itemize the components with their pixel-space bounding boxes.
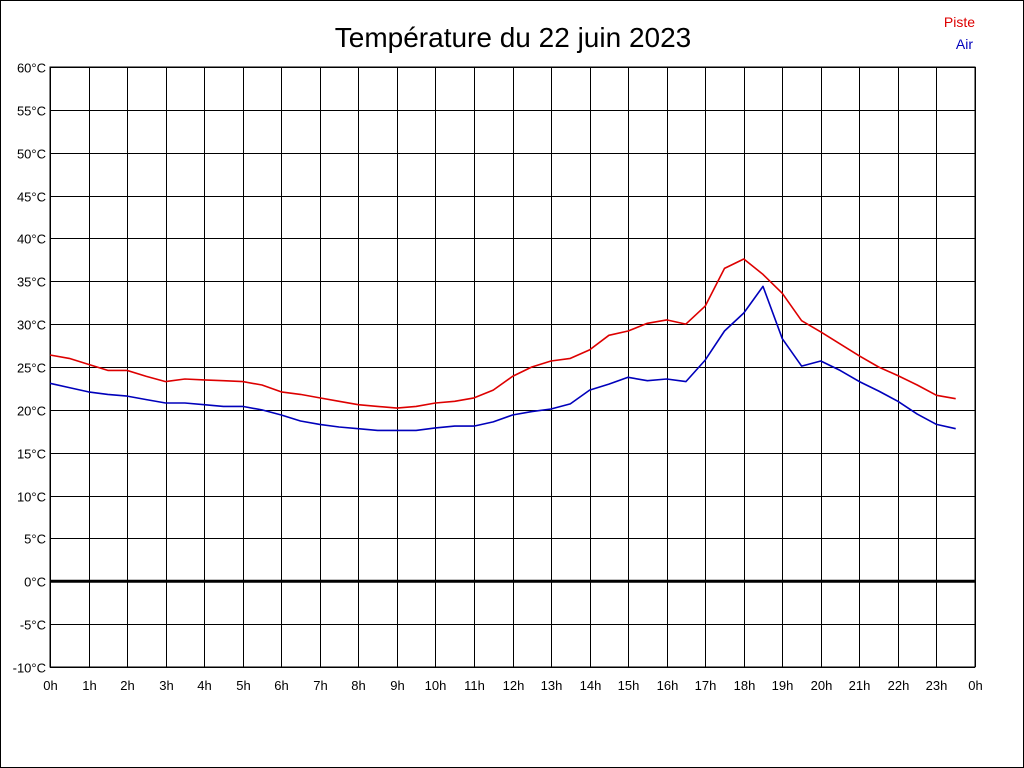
y-tick-label: -5°C bbox=[20, 618, 46, 633]
y-tick-label: 20°C bbox=[17, 404, 46, 419]
x-tick-label: 0h bbox=[968, 678, 982, 693]
x-tick-label: 23h bbox=[926, 678, 948, 693]
x-tick-label: 17h bbox=[695, 678, 717, 693]
y-tick-label: 35°C bbox=[17, 275, 46, 290]
y-tick-label: 25°C bbox=[17, 361, 46, 376]
y-tick-label: 50°C bbox=[17, 147, 46, 162]
legend-piste: Piste bbox=[944, 14, 975, 30]
x-tick-label: 1h bbox=[82, 678, 96, 693]
y-tick-label: 5°C bbox=[24, 532, 46, 547]
y-tick-label: 40°C bbox=[17, 232, 46, 247]
x-tick-label: 22h bbox=[888, 678, 910, 693]
series-line-air bbox=[49, 285, 956, 432]
y-tick-label: 0°C bbox=[24, 575, 46, 590]
y-tick-label: 55°C bbox=[17, 104, 46, 119]
x-tick-label: 3h bbox=[159, 678, 173, 693]
y-tick-label: 60°C bbox=[17, 61, 46, 76]
x-tick-label: 11h bbox=[464, 678, 485, 693]
legend-air: Air bbox=[956, 36, 973, 52]
x-tick-label: 13h bbox=[541, 678, 563, 693]
y-tick-label: 45°C bbox=[17, 190, 46, 205]
x-tick-label: 10h bbox=[425, 678, 447, 693]
y-tick-label: 10°C bbox=[17, 490, 46, 505]
x-tick-label: 0h bbox=[43, 678, 57, 693]
x-tick-label: 12h bbox=[503, 678, 525, 693]
series-line-piste bbox=[49, 258, 956, 409]
y-tick-label: -10°C bbox=[13, 661, 46, 676]
chart-title: Température du 22 juin 2023 bbox=[335, 22, 691, 53]
x-tick-label: 20h bbox=[811, 678, 833, 693]
x-tick-label: 14h bbox=[580, 678, 602, 693]
plot-area: 0h 1h 2h 3h 4h 5h 6h 7h 8h 9h 10h 11h 12h 13h 14h 15h 16… bbox=[13, 61, 983, 694]
x-tick-label: 2h bbox=[120, 678, 134, 693]
x-tick-label: 15h bbox=[618, 678, 640, 693]
x-tick-label: 9h bbox=[390, 678, 404, 693]
x-tick-label: 18h bbox=[734, 678, 756, 693]
x-tick-label: 8h bbox=[351, 678, 365, 693]
x-tick-label: 21h bbox=[849, 678, 871, 693]
x-tick-label: 7h bbox=[313, 678, 327, 693]
x-tick-label: 4h bbox=[197, 678, 211, 693]
y-tick-label: 30°C bbox=[17, 318, 46, 333]
x-tick-label: 19h bbox=[772, 678, 794, 693]
x-tick-label: 6h bbox=[274, 678, 288, 693]
x-tick-label: 16h bbox=[657, 678, 679, 693]
x-tick-label: 5h bbox=[236, 678, 250, 693]
y-tick-label: 15°C bbox=[17, 447, 46, 462]
